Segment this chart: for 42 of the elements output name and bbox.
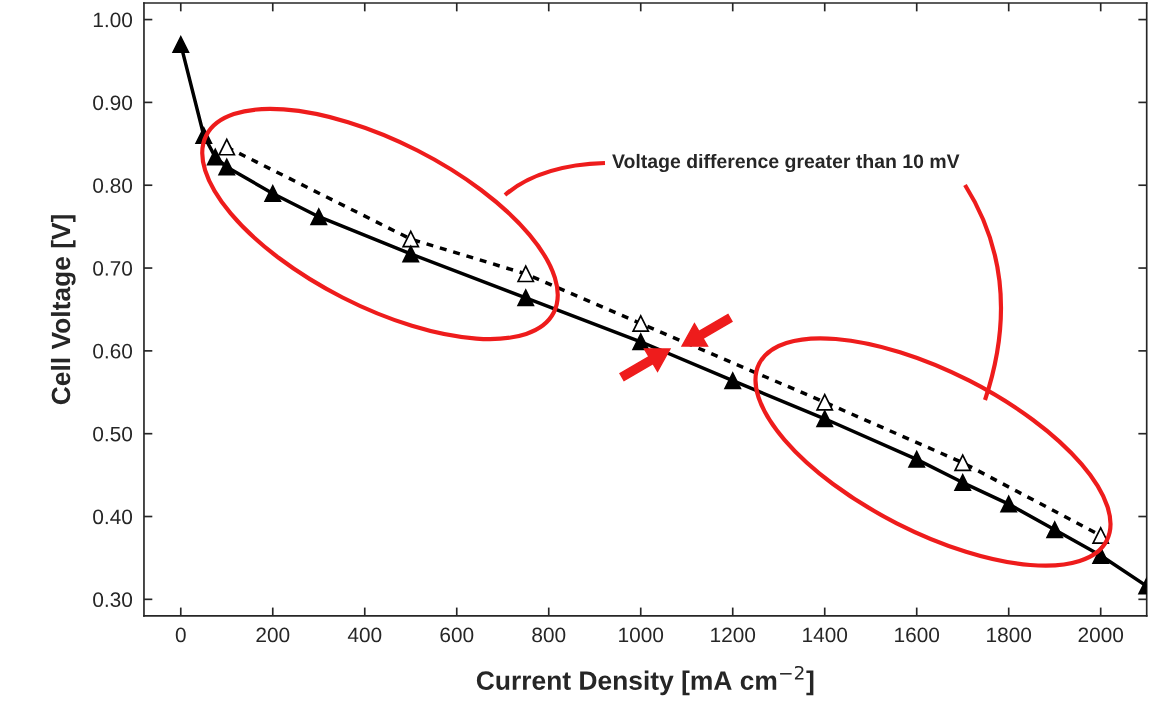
- point: [402, 245, 420, 263]
- x-tick-label: 800: [532, 627, 566, 643]
- x-tick-label: 400: [347, 627, 382, 643]
- y-tick-label: 1.00: [93, 12, 133, 28]
- point: [264, 185, 282, 202]
- point: [517, 265, 535, 283]
- x-tick-label: 1200: [711, 627, 756, 643]
- point: [172, 35, 190, 53]
- y-tick-label: 0.50: [93, 426, 133, 442]
- point: [816, 410, 834, 428]
- point: [218, 138, 236, 156]
- point: [816, 393, 834, 411]
- point: [632, 315, 650, 333]
- y-axis-title: Cell Voltage [V]: [50, 215, 76, 405]
- x-tick-label: 600: [440, 627, 474, 643]
- y-tick-label: 0.40: [93, 509, 133, 525]
- x-tick-label: 1600: [895, 627, 940, 643]
- y-tick-label: 0.60: [93, 343, 133, 359]
- x-tick-label: 1000: [619, 627, 664, 643]
- point: [1000, 495, 1018, 513]
- x-tick-label: 0: [175, 627, 186, 643]
- y-tick-label: 0.30: [93, 592, 133, 608]
- point: [206, 148, 224, 166]
- point: [402, 230, 420, 248]
- point: [954, 454, 972, 472]
- annotation: Voltage difference greater than 10 mV: [612, 153, 960, 173]
- point: [1046, 521, 1064, 539]
- x-tick-label: 1400: [803, 627, 848, 643]
- point: [908, 450, 926, 468]
- x-tick-label: 2000: [1078, 627, 1124, 643]
- point: [310, 208, 328, 226]
- x-axis-title: Current Density [mA cm$^{−2}$]: [476, 665, 814, 696]
- y-tick-label: 0.70: [93, 261, 133, 276]
- y-tick-label: 0.80: [93, 178, 133, 193]
- x-tick-label: 1800: [987, 627, 1032, 643]
- x-tick-label: 200: [256, 627, 290, 643]
- point: [517, 289, 535, 307]
- point: [218, 158, 236, 176]
- point: [954, 474, 972, 492]
- y-tick-label: 0.90: [93, 95, 133, 111]
- point: [632, 333, 650, 351]
- point: [724, 372, 742, 390]
